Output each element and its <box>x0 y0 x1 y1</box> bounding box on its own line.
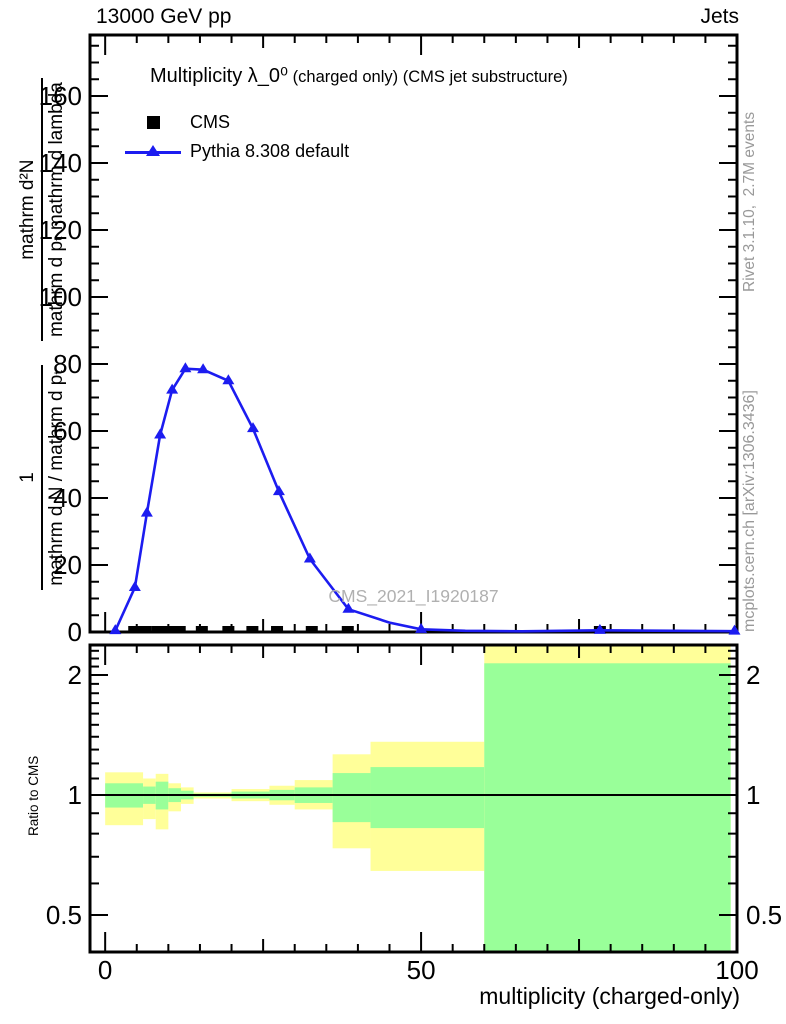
axis-tick-label: 40 <box>53 483 82 513</box>
axis-tick-label: 160 <box>39 81 82 111</box>
axis-tick-label: 60 <box>53 416 82 446</box>
axis-tick-label: 1 <box>68 780 82 810</box>
cms-square-icon <box>124 116 182 129</box>
ratio-panel-frame <box>88 643 739 954</box>
axis-ticks <box>90 35 738 952</box>
axis-tick-label: 120 <box>39 215 82 245</box>
axis-tick-label: 0 <box>68 617 82 647</box>
legend-label-cms: CMS <box>190 112 230 132</box>
beam-energy-label: 13000 GeV pp <box>96 5 232 28</box>
axis-tick-label: 100 <box>39 282 82 312</box>
pythia-line <box>114 367 735 633</box>
rivet-version-note: Rivet 3.1.10, 2.7M events <box>741 111 758 292</box>
axis-tick-label: 20 <box>53 550 82 580</box>
plot-title-main: Multiplicity λ_0⁰ <box>150 65 289 87</box>
legend-label-pythia: Pythia 8.308 default <box>190 141 350 161</box>
axis-tick-label: 1 <box>746 780 760 810</box>
y-axis-title: 1 mathrm d N / mathrm d pₜ mathrm d²N ma… <box>0 34 84 634</box>
y-axis-fraction-2: mathrm d²N mathrm d pₜ mathrm d lambda <box>17 78 68 342</box>
legend-entry-cms: CMS <box>124 108 349 137</box>
axis-tick-label: 0 <box>98 955 112 985</box>
watermark-analysis-id: CMS_2021_I1920187 <box>328 586 499 606</box>
pythia-markers <box>109 362 741 635</box>
axis-tick-label: 80 <box>53 349 82 379</box>
analysis-group-label: Jets <box>700 5 739 28</box>
legend: CMS Pythia 8.308 default <box>124 108 349 166</box>
plot-title-sub: (charged only) (CMS jet substructure) <box>288 68 568 86</box>
plot-title: Multiplicity λ_0⁰ (charged only) (CMS je… <box>150 63 568 88</box>
pythia-line-triangle-icon <box>124 144 182 159</box>
axis-tick-label: 2 <box>746 660 760 690</box>
axis-tick-label: 100 <box>715 955 758 985</box>
axis-tick-label: 0.5 <box>746 900 782 930</box>
axis-tick-label: 0.5 <box>46 900 82 930</box>
ratio-uncertainty-bands <box>105 646 731 951</box>
axis-tick-label: 2 <box>68 660 82 690</box>
x-axis-title: multiplicity (charged-only) <box>479 983 740 1009</box>
axis-tick-label: 140 <box>39 148 82 178</box>
ratio-axis-title: Ratio to CMS <box>26 755 41 837</box>
y-axis-fraction-1: 1 mathrm d N / mathrm d pₜ <box>17 365 68 590</box>
mcplots-arxiv-note: mcplots.cern.ch [arXiv:1306.3436] <box>741 390 758 632</box>
legend-entry-pythia: Pythia 8.308 default <box>124 137 349 166</box>
axis-tick-label: 50 <box>407 955 436 985</box>
main-panel-frame <box>88 33 739 634</box>
